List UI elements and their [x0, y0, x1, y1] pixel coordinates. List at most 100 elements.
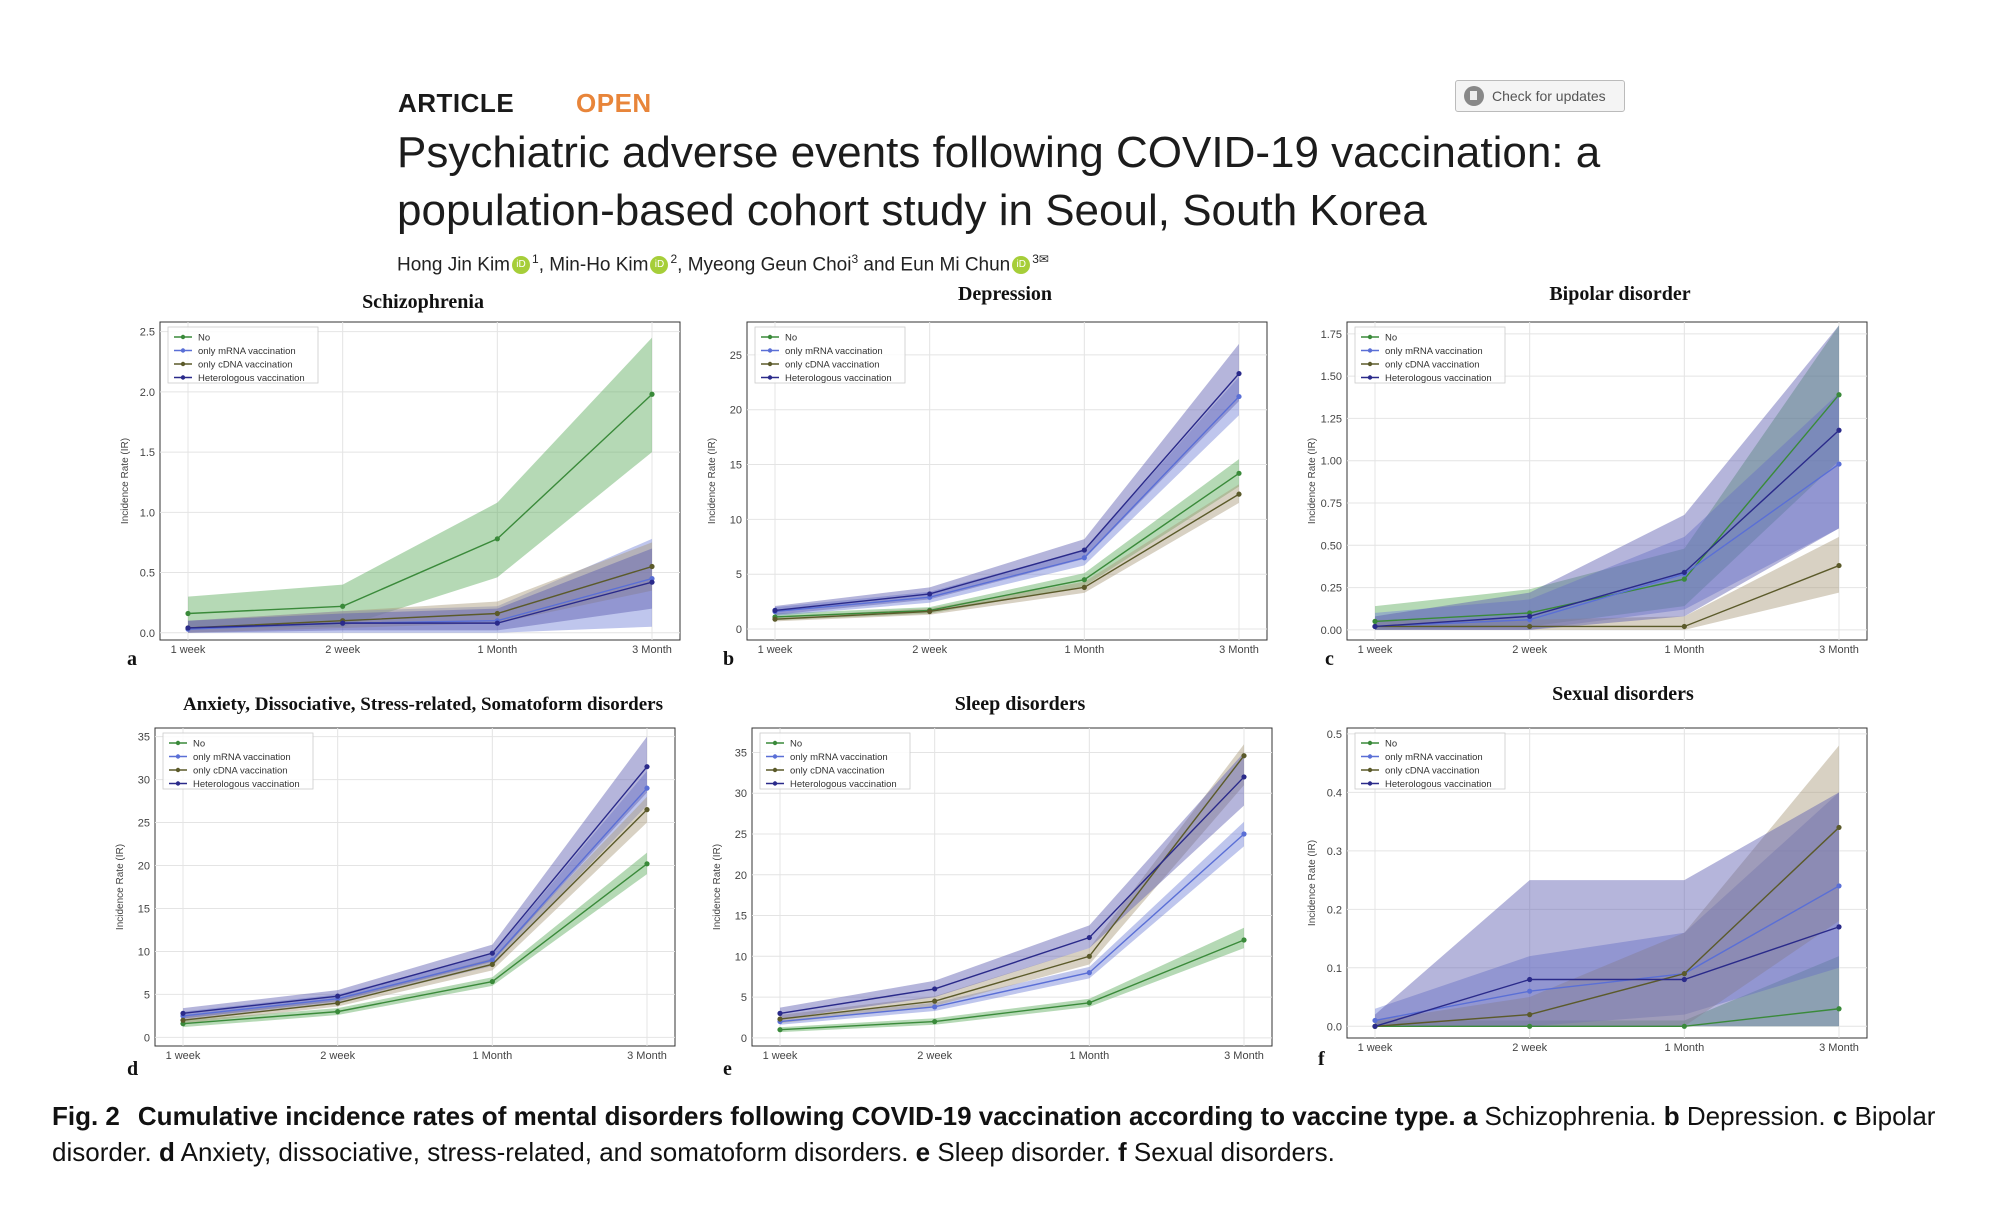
bookmark-icon [1464, 86, 1484, 106]
legend-entry: Heterologous vaccination [198, 373, 305, 384]
y-tick-label: 0.75 [1321, 498, 1342, 510]
data-point [644, 764, 650, 770]
affiliation-marker: 2 [670, 252, 678, 266]
data-point [1241, 774, 1247, 780]
caption-panel-text: Schizophrenia. [1477, 1101, 1664, 1131]
legend-box [759, 732, 911, 790]
x-tick-label: 3 Month [1224, 1050, 1264, 1062]
data-point [489, 978, 495, 985]
author-name[interactable]: Min-Ho Kim [549, 254, 649, 276]
x-tick-label: 1 Month [472, 1050, 512, 1062]
panel-title: Sleep disorders [955, 693, 1086, 715]
legend-marker [1367, 361, 1373, 367]
author-name[interactable]: Myeong Geun Choi [687, 254, 852, 276]
x-tick-label: 3 Month [1819, 644, 1859, 656]
data-point [1836, 562, 1842, 569]
y-tick-label: 0.0 [140, 628, 155, 640]
data-point [1681, 1023, 1687, 1029]
data-point [489, 961, 495, 967]
y-axis-label: Incidence Rate (IR) [712, 844, 723, 930]
data-point [1527, 1012, 1533, 1018]
y-tick-label: 1.0 [140, 507, 155, 519]
confidence-band [775, 459, 1239, 621]
confidence-band [1375, 792, 1839, 1027]
author-name[interactable]: Eun Mi Chun [900, 254, 1011, 276]
affiliation-marker: 1 [532, 252, 539, 266]
author-name[interactable]: Hong Jin Kim [397, 254, 510, 276]
legend-entry: only mRNA vaccination [198, 346, 296, 357]
data-point [1086, 970, 1092, 976]
check-for-updates-button[interactable]: Check for updates [1455, 80, 1625, 112]
y-tick-label: 0.5 [140, 568, 155, 580]
legend-marker [175, 767, 181, 773]
data-point [1086, 1000, 1092, 1006]
chart-panel-f: 1 week 2 week 1 Month 3 Month 0.0 0.1 0.2 0.3 0.… [1307, 683, 1868, 1070]
series-line [774, 493, 1240, 620]
series-line [1374, 885, 1840, 1022]
data-point [932, 998, 938, 1004]
x-tick-label: 1 week [763, 1050, 798, 1062]
legend-marker [772, 754, 778, 759]
data-point [494, 536, 500, 542]
data-point [1836, 461, 1842, 467]
y-tick-label: 20 [138, 861, 150, 873]
x-tick-label: 3 Month [632, 644, 672, 656]
confidence-band [188, 538, 652, 633]
legend-entry: only cDNA vaccination [193, 766, 288, 777]
series-line [182, 787, 648, 1017]
x-tick-label: 3 Month [1219, 644, 1259, 656]
legend-marker [175, 781, 181, 786]
data-point [1836, 1006, 1842, 1012]
orcid-icon[interactable]: iD [650, 256, 669, 275]
y-axis-label: Incidence Rate (IR) [120, 438, 131, 524]
data-point [649, 391, 655, 397]
data-point [1241, 753, 1247, 759]
data-point [777, 1027, 783, 1033]
panel-letter: b [723, 648, 734, 670]
caption-panel-text: Depression. [1679, 1101, 1833, 1131]
x-tick-label: 3 Month [1819, 1042, 1859, 1054]
data-point [644, 861, 650, 867]
confidence-band [775, 484, 1239, 622]
series-line [1374, 463, 1840, 628]
y-axis-label: Incidence Rate (IR) [1307, 840, 1318, 926]
y-tick-label: 15 [730, 460, 742, 472]
series-line [1374, 826, 1840, 1027]
legend-marker [180, 348, 186, 353]
confidence-band [1375, 792, 1839, 1027]
y-tick-label: 15 [735, 911, 747, 923]
data-point [180, 1017, 186, 1023]
figure-panels: 1 week 2 week 1 Month 3 Month 0.0 0.5 1.0 1.5 2.… [115, 283, 1868, 1080]
data-point [1681, 971, 1687, 977]
legend-marker [175, 740, 181, 746]
x-tick-label: 1 Month [1664, 644, 1704, 656]
data-point [1081, 547, 1087, 553]
y-axis-label: Incidence Rate (IR) [115, 844, 126, 930]
series-line [774, 472, 1240, 618]
caption-panel-key: d [158, 1137, 175, 1167]
x-tick-label: 2 week [325, 644, 360, 656]
data-point [489, 950, 495, 956]
y-tick-label: 1.5 [140, 447, 155, 459]
data-point [772, 616, 778, 622]
series-line [1374, 926, 1840, 1027]
data-point [340, 603, 346, 609]
y-tick-label: 0.2 [1327, 904, 1342, 916]
author-list: Hong Jin Kim iD 1, Min-Ho Kim iD 2, Myeong G… [397, 252, 1049, 276]
y-tick-label: 35 [735, 747, 747, 759]
series-line [182, 766, 648, 1015]
confidence-band [780, 927, 1244, 1033]
confidence-band [1375, 325, 1839, 630]
orcid-icon[interactable]: iD [1012, 256, 1031, 275]
legend-entry: No [1385, 739, 1397, 750]
series-line [779, 939, 1245, 1031]
orcid-icon[interactable]: iD [512, 256, 530, 275]
panel-letter: d [127, 1058, 138, 1080]
x-tick-label: 2 week [917, 1050, 952, 1062]
data-point [927, 608, 933, 615]
legend-entry: Heterologous vaccination [1385, 779, 1492, 790]
data-point [185, 610, 191, 617]
caption-panel-key: f [1118, 1137, 1127, 1167]
y-tick-label: 1.00 [1321, 456, 1342, 468]
legend-entry: No [198, 333, 210, 344]
